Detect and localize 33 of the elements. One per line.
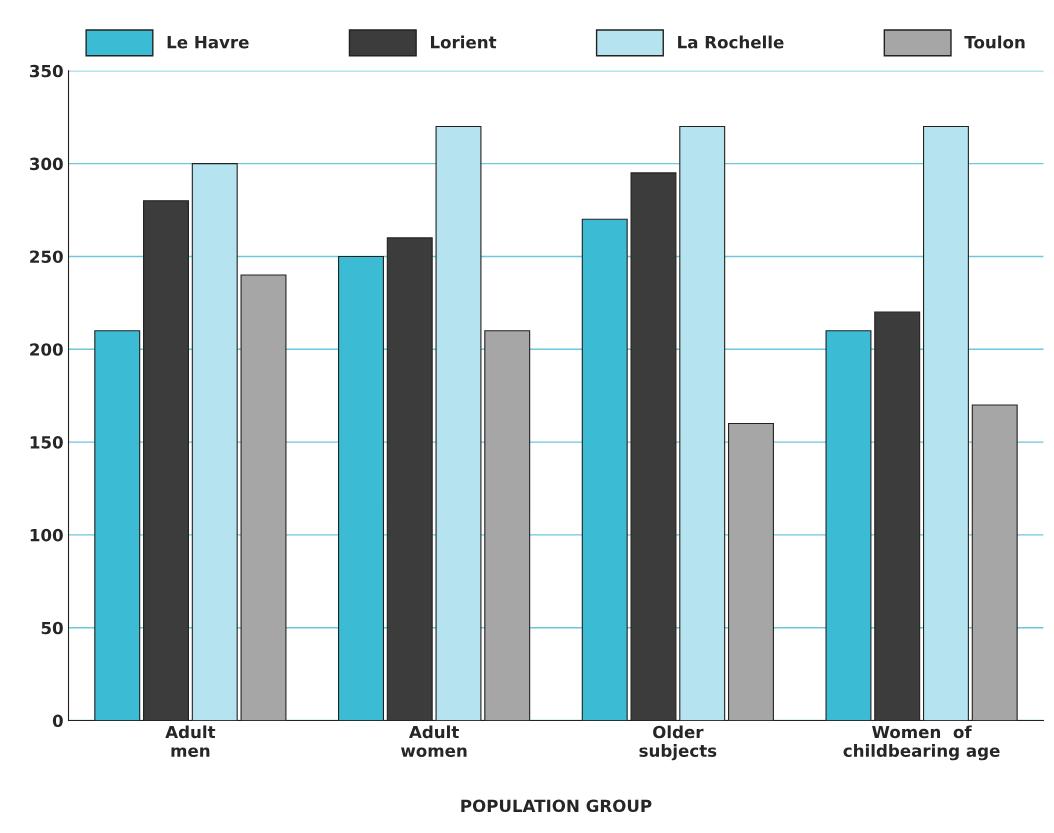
bar: [874, 311, 921, 721]
x-tick-label: Older subjects: [639, 725, 717, 761]
legend-label: Toulon: [964, 35, 1025, 49]
bar: [338, 255, 384, 721]
x-tick-label: Women of childbearing age: [843, 725, 1000, 761]
bar: [94, 330, 141, 721]
legend-label: Le Havre: [167, 36, 249, 49]
y-tick-label: 100: [30, 528, 63, 542]
bar: [435, 125, 482, 721]
y-tick-label: 200: [30, 343, 63, 356]
bar: [143, 200, 189, 721]
bar: [386, 237, 433, 721]
y-tick-label: 300: [29, 157, 63, 171]
bar: [727, 422, 774, 721]
bar: [581, 218, 628, 721]
bar: [240, 274, 287, 721]
x-axis-title: POPULATION GROUP: [461, 799, 652, 813]
bar: [971, 404, 1018, 721]
x-tick-label: Adult women: [401, 725, 467, 757]
legend-label: La Rochelle: [678, 35, 784, 49]
bar: [191, 163, 238, 721]
bar: [630, 172, 677, 721]
bar: [922, 125, 969, 721]
y-tick-label: 250: [30, 250, 63, 264]
bar: [825, 330, 872, 721]
legend-label: Lorient: [430, 35, 497, 49]
bar: [679, 125, 726, 721]
y-tick-label: 50: [41, 621, 63, 635]
bar: [484, 330, 531, 721]
x-tick-label: Adult men: [165, 725, 216, 757]
y-tick-label: 0: [52, 714, 63, 728]
y-tick-label: 350: [29, 64, 63, 78]
y-tick-label: 150: [30, 436, 63, 449]
